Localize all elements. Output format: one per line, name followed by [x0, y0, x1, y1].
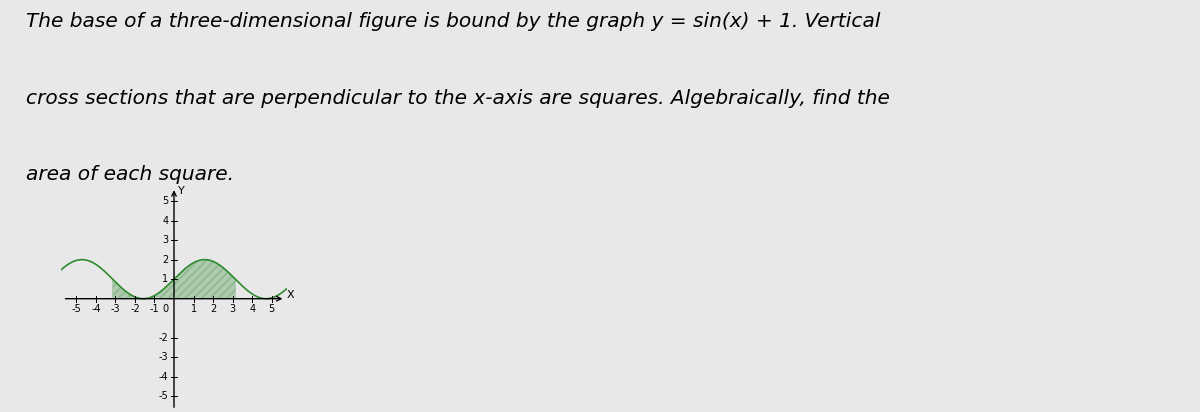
Text: area of each square.: area of each square. [26, 165, 234, 184]
Text: cross sections that are perpendicular to the x-axis are squares. Algebraically, : cross sections that are perpendicular to… [26, 89, 890, 108]
Text: 3: 3 [162, 235, 168, 245]
Text: 1: 1 [191, 304, 197, 314]
Text: 2: 2 [210, 304, 216, 314]
Text: -2: -2 [130, 304, 140, 314]
Text: 1: 1 [162, 274, 168, 284]
Text: The base of a three-dimensional figure is bound by the graph y = sin(x) + 1. Ver: The base of a three-dimensional figure i… [26, 12, 881, 31]
Text: 5: 5 [162, 196, 168, 206]
Text: 3: 3 [229, 304, 235, 314]
Text: Y: Y [178, 186, 185, 197]
Text: 4: 4 [250, 304, 256, 314]
Text: 4: 4 [162, 215, 168, 225]
Text: 5: 5 [269, 304, 275, 314]
Text: -3: -3 [158, 352, 168, 362]
Text: -5: -5 [72, 304, 82, 314]
Text: 0: 0 [162, 304, 168, 314]
Text: -5: -5 [158, 391, 168, 401]
Text: -2: -2 [158, 333, 168, 343]
Text: -3: -3 [110, 304, 120, 314]
Text: -4: -4 [91, 304, 101, 314]
Text: X: X [287, 290, 294, 300]
Text: -1: -1 [150, 304, 160, 314]
Text: 2: 2 [162, 255, 168, 265]
Text: -4: -4 [158, 372, 168, 382]
